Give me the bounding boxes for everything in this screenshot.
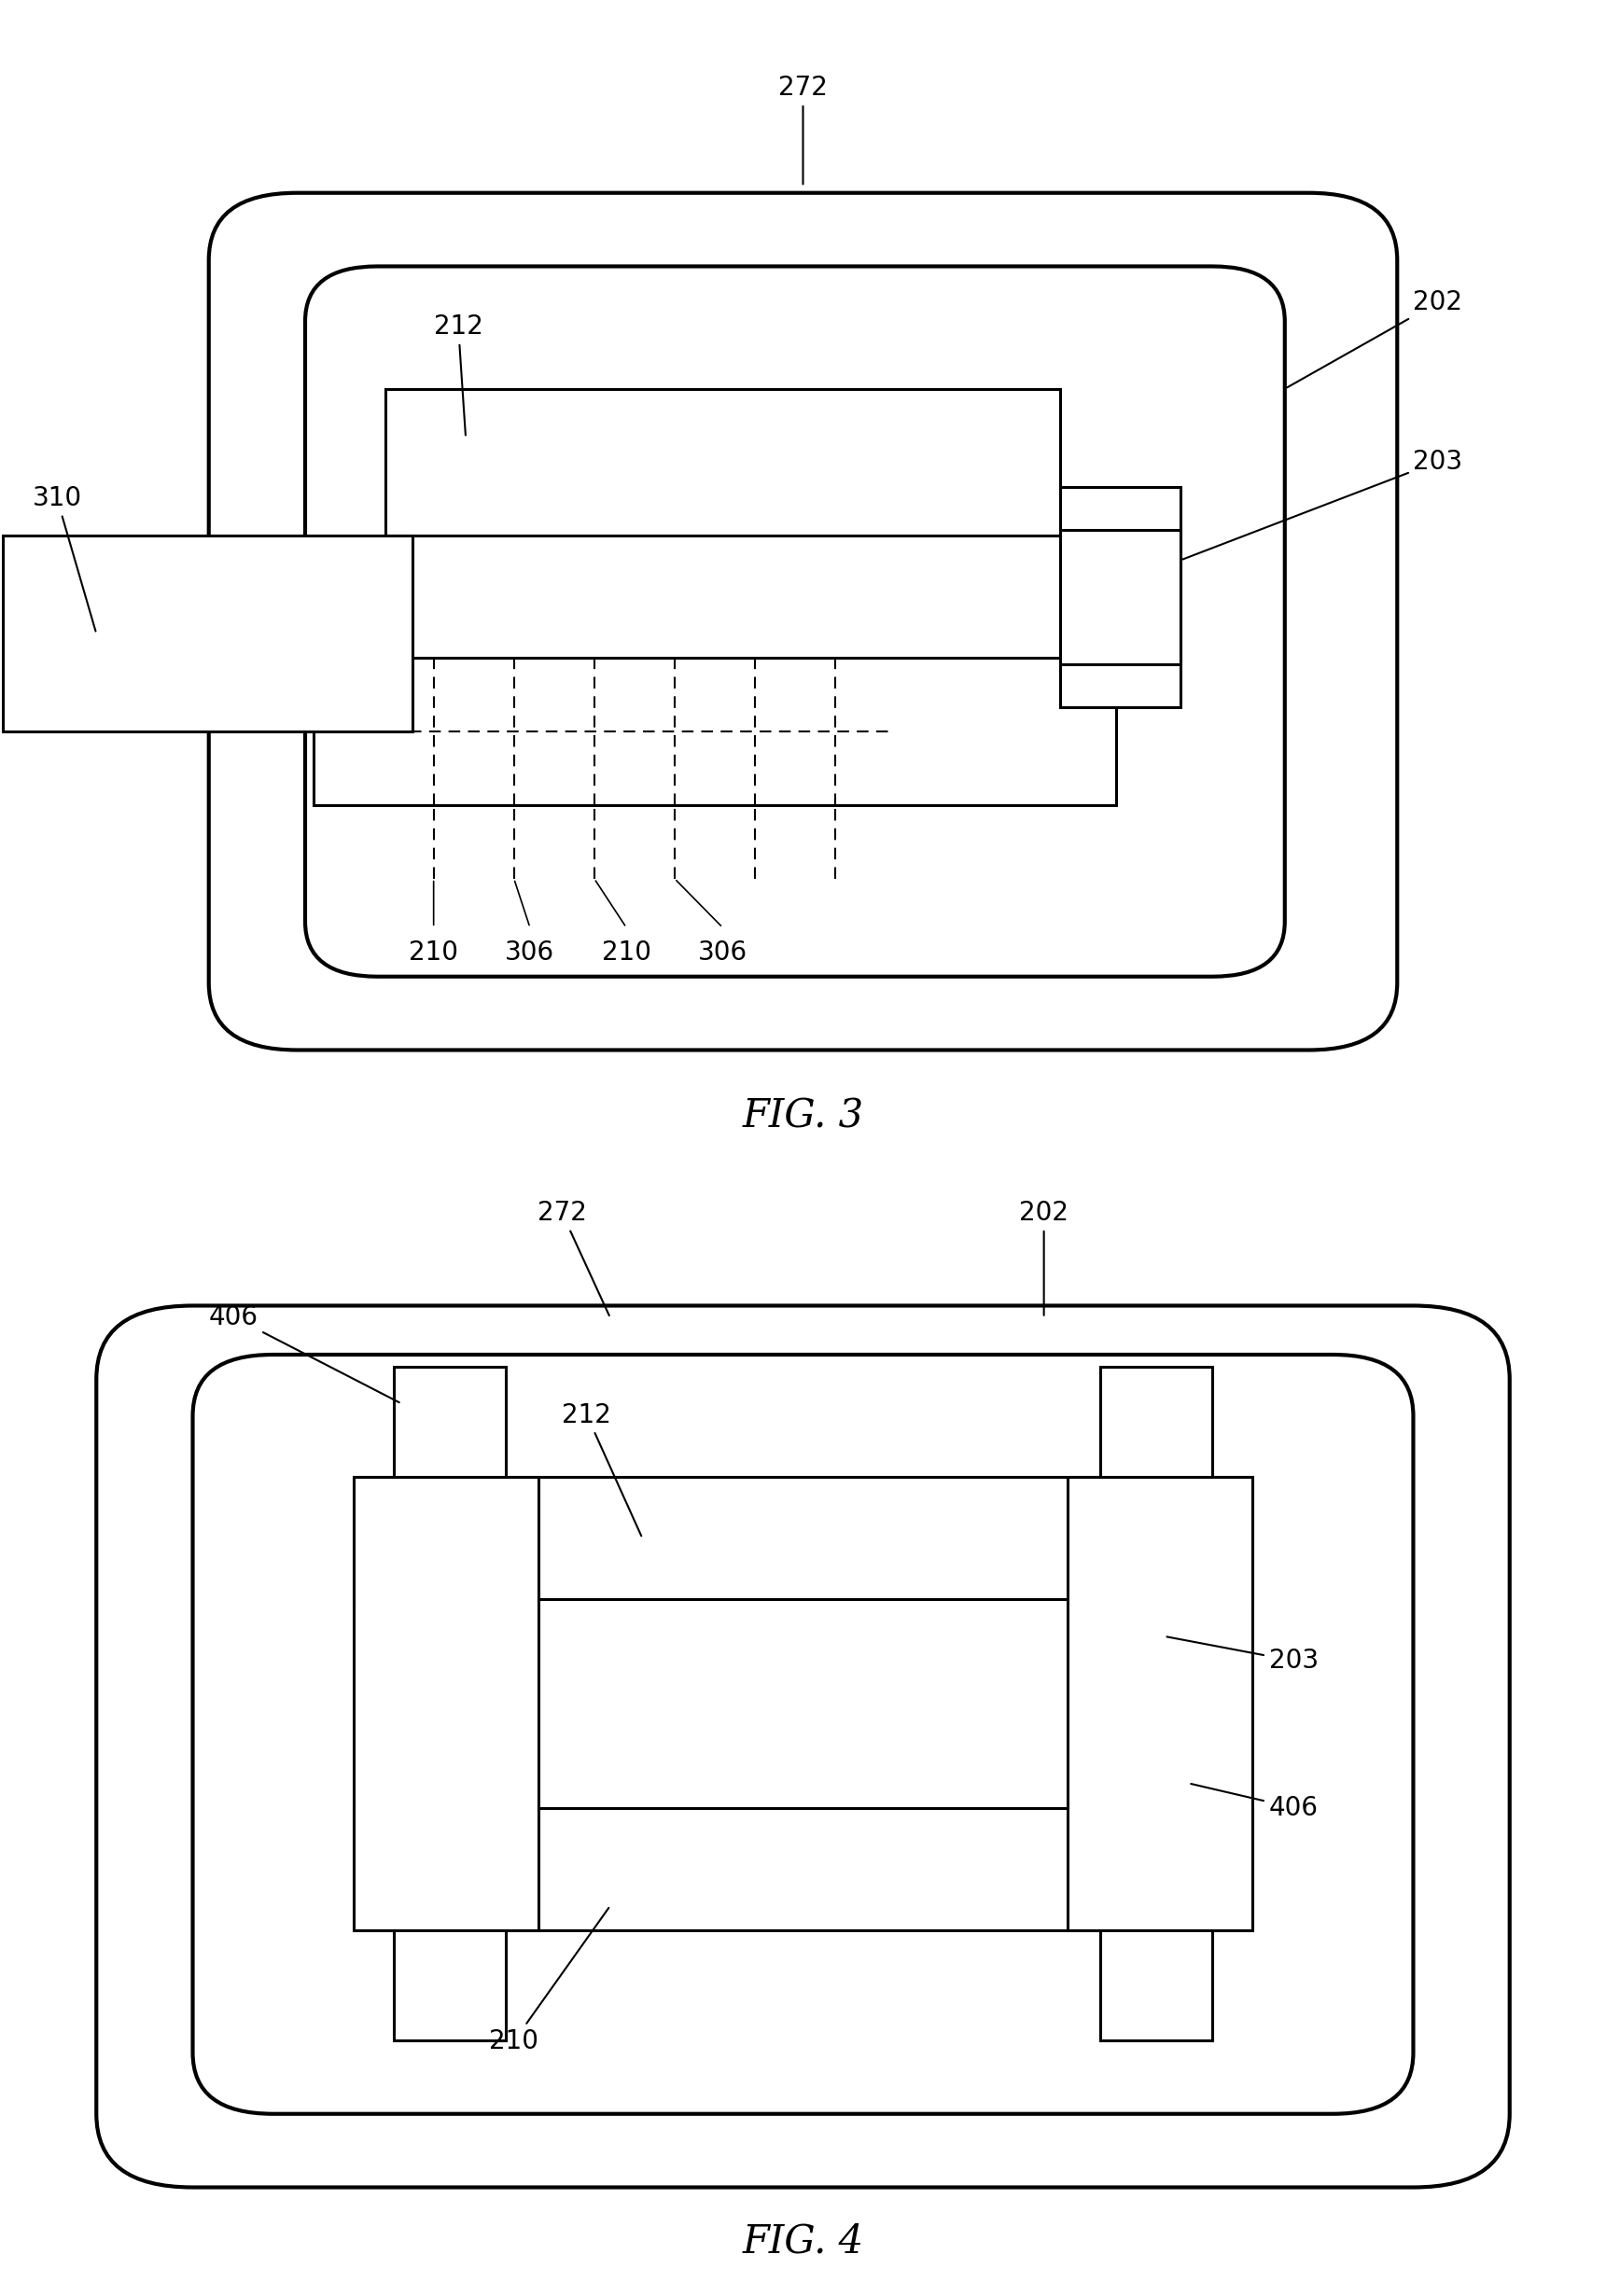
Text: 203: 203 (1168, 1637, 1319, 1674)
Bar (3, 535, 413, 732)
Text: 406: 406 (1192, 1784, 1319, 1821)
Bar (393, 1931, 506, 2041)
Bar (385, 388, 1060, 535)
Text: FIG. 3: FIG. 3 (742, 1097, 864, 1137)
Bar (353, 1476, 1253, 1600)
Text: 210: 210 (490, 1908, 609, 2055)
Text: 210: 210 (410, 939, 458, 967)
Text: 210: 210 (602, 939, 650, 967)
Bar (393, 1366, 506, 1476)
Text: 212: 212 (434, 315, 483, 436)
Text: 203: 203 (1184, 448, 1463, 560)
Bar (1060, 530, 1180, 664)
FancyBboxPatch shape (193, 1355, 1413, 2115)
Text: 310: 310 (32, 484, 96, 631)
Text: 306: 306 (506, 939, 554, 967)
Bar (1060, 487, 1180, 707)
Bar (1068, 1476, 1253, 1931)
Text: 272: 272 (538, 1201, 609, 1316)
FancyBboxPatch shape (305, 266, 1285, 976)
Bar (353, 1476, 538, 1931)
Text: 306: 306 (699, 939, 747, 967)
Text: 212: 212 (562, 1403, 641, 1536)
Text: 202: 202 (1286, 289, 1463, 388)
FancyBboxPatch shape (209, 193, 1397, 1049)
Text: FIG. 4: FIG. 4 (742, 2223, 864, 2262)
Bar (353, 1807, 1253, 1931)
Bar (1100, 1366, 1213, 1476)
Text: 406: 406 (209, 1304, 400, 1403)
Bar (1100, 1931, 1213, 2041)
Bar (313, 659, 1116, 806)
FancyBboxPatch shape (96, 1306, 1510, 2188)
Text: 272: 272 (779, 76, 827, 184)
Text: 202: 202 (1020, 1201, 1068, 1316)
